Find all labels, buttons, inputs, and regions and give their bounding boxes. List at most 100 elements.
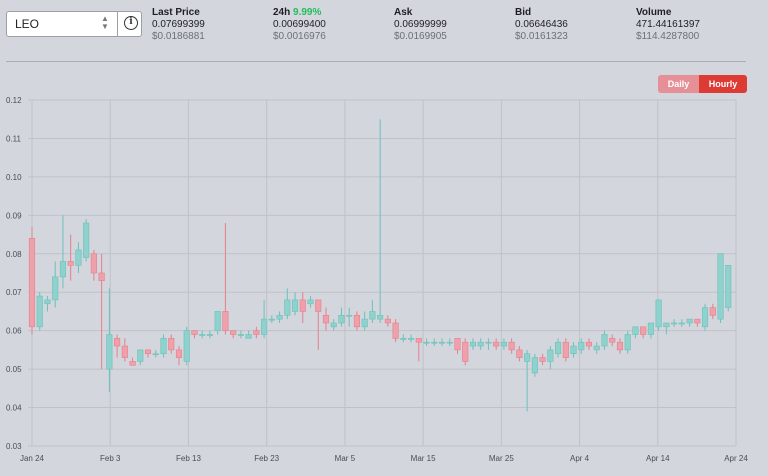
candle-down <box>609 338 616 343</box>
candle-up <box>75 249 82 266</box>
y-tick-label: 0.08 <box>6 250 22 259</box>
header-divider <box>6 61 746 62</box>
daily-button[interactable]: Daily <box>658 75 699 93</box>
candle-down <box>709 307 716 316</box>
stat-usd: $0.0016976 <box>273 31 326 42</box>
stat-volume: Volume 471.44161397 $114.4287800 <box>636 7 700 43</box>
stat-usd: $0.0169905 <box>394 31 447 42</box>
candle-up <box>686 318 693 324</box>
candle-down <box>616 341 624 351</box>
stat-label: Ask <box>394 7 413 18</box>
candle-up <box>106 334 113 370</box>
x-tick-label: Jan 24 <box>20 454 45 463</box>
candle-down <box>562 341 569 358</box>
candle-up <box>663 322 670 328</box>
candle-down <box>98 272 105 281</box>
stat-label: Bid <box>515 7 532 18</box>
candle-up <box>431 341 438 344</box>
stat-value: 0.06646436 <box>515 19 568 30</box>
candle-up <box>276 314 283 320</box>
x-tick-label: Feb 23 <box>254 454 279 463</box>
candle-down <box>392 322 399 339</box>
candle-up <box>632 326 639 335</box>
candle-down <box>222 311 229 331</box>
candle-up <box>361 318 368 328</box>
candle-up <box>438 341 446 344</box>
x-tick-label: Feb 13 <box>176 454 201 463</box>
timeframe-toggle: Daily Hourly <box>658 75 747 93</box>
y-tick-label: 0.03 <box>6 442 22 451</box>
candle-up <box>44 299 51 305</box>
stat-value: 471.44161397 <box>636 19 700 30</box>
stat-last-price: Last Price 0.07699399 $0.0186881 <box>152 7 205 43</box>
candle-up <box>237 334 244 336</box>
candle-up <box>647 322 654 335</box>
candle-up <box>183 330 190 362</box>
stat-usd: $0.0161323 <box>515 31 568 42</box>
candle-up <box>52 276 59 301</box>
candle-down <box>168 338 175 351</box>
y-tick-label: 0.04 <box>6 404 22 413</box>
candle-up <box>601 334 608 347</box>
candle-up <box>284 299 291 316</box>
candle-down <box>144 349 152 355</box>
stat-value: 0.06999999 <box>394 19 447 30</box>
candle-up <box>261 318 268 335</box>
hourly-button[interactable]: Hourly <box>699 75 747 93</box>
candle-down <box>694 318 701 324</box>
candle-up <box>500 341 507 347</box>
candle-down <box>315 299 322 312</box>
candle-up <box>214 311 221 331</box>
candle-up <box>59 261 66 278</box>
y-tick-label: 0.05 <box>6 365 22 374</box>
candle-down <box>462 341 469 362</box>
y-tick-label: 0.11 <box>6 134 22 143</box>
stat-ask: Ask 0.06999999 $0.0169905 <box>394 7 447 43</box>
candle-up <box>725 265 732 308</box>
y-tick-label: 0.10 <box>6 173 22 182</box>
candle-up <box>485 341 492 344</box>
candle-up <box>330 322 337 328</box>
y-tick-label: 0.06 <box>6 327 22 336</box>
candle-down <box>516 349 523 358</box>
candle-up <box>369 311 376 320</box>
pair-selector[interactable]: LEO ▲ ▼ i <box>6 11 142 37</box>
candle-up <box>245 334 252 339</box>
candle-down <box>90 253 97 274</box>
candle-down <box>129 361 136 366</box>
candle-up <box>268 318 275 321</box>
info-icon[interactable]: i <box>124 16 138 30</box>
selector-divider <box>117 12 118 36</box>
candle-down <box>114 338 121 347</box>
x-tick-label: Apr 14 <box>646 454 670 463</box>
candle-up <box>570 345 577 355</box>
candle-up <box>524 353 531 362</box>
candle-up <box>671 322 678 325</box>
candle-up <box>624 334 631 351</box>
candle-up <box>555 341 562 355</box>
candle-down <box>299 299 306 312</box>
sort-arrows-icon[interactable]: ▲ ▼ <box>101 14 109 31</box>
candle-down <box>67 261 74 266</box>
candle-up <box>152 353 159 356</box>
stat-usd: $0.0186881 <box>152 31 205 42</box>
candle-up <box>655 299 662 328</box>
candle-up <box>531 357 538 374</box>
x-tick-label: Apr 24 <box>724 454 748 463</box>
candle-up <box>338 314 345 324</box>
candle-up <box>469 341 477 347</box>
candle-down <box>230 330 237 335</box>
candle-down <box>28 238 36 328</box>
candle-up <box>377 314 384 320</box>
candle-down <box>322 314 330 324</box>
y-tick-label: 0.12 <box>6 96 22 105</box>
candle-up <box>423 341 430 344</box>
y-tick-label: 0.07 <box>6 288 22 297</box>
candle-down <box>415 338 422 343</box>
x-tick-label: Mar 25 <box>489 454 514 463</box>
candle-down <box>640 326 647 335</box>
candle-up <box>199 334 206 336</box>
x-tick-label: Mar 15 <box>411 454 436 463</box>
candle-down <box>454 338 461 351</box>
